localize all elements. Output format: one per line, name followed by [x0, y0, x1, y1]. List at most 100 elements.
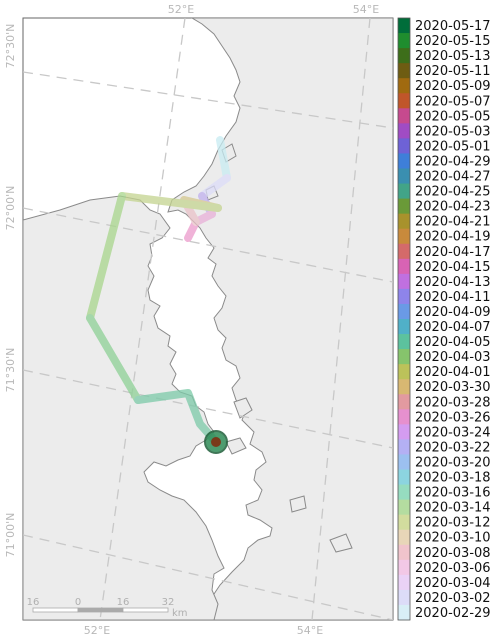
legend-label: 2020-04-05 [415, 335, 491, 350]
legend-label: 2020-03-06 [415, 561, 491, 576]
legend-label: 2020-04-29 [415, 154, 491, 169]
graticule [23, 18, 393, 620]
legend-label: 2020-03-12 [415, 516, 491, 531]
legend-swatch [398, 544, 410, 561]
legend-label: 2020-03-04 [415, 576, 491, 591]
legend-label: 2020-05-11 [415, 64, 491, 79]
legend-swatch [398, 33, 410, 49]
legend-label: 2020-04-21 [415, 215, 491, 230]
legend-label: 2020-03-10 [415, 531, 491, 546]
grat-label-left-7100: 71°00'N [4, 513, 17, 558]
legend-label: 2020-04-17 [415, 245, 491, 260]
legend-label: 2020-03-28 [415, 395, 491, 410]
legend-swatch [398, 514, 410, 531]
scale-tick-label: 16 [117, 597, 130, 608]
legend-swatch [398, 63, 410, 79]
grat-label-bottom-54e: 54°E [297, 624, 323, 637]
legend-swatch [398, 288, 410, 305]
legend-label: 2020-04-23 [415, 200, 491, 215]
grat-label-left-7130: 71°30'N [4, 348, 17, 393]
legend-label: 2020-05-15 [415, 34, 491, 49]
legend-swatch [398, 454, 410, 470]
legend-label: 2020-05-09 [415, 79, 491, 94]
legend-label: 2020-04-27 [415, 170, 491, 185]
scale-tick-label: 32 [162, 597, 175, 608]
legend-swatch [398, 168, 410, 185]
grat-label-bottom-52e: 52°E [84, 624, 110, 637]
legend-swatch [398, 334, 410, 350]
island-d [329, 533, 353, 553]
legend-swatch [398, 48, 410, 64]
legend-label: 2020-05-13 [415, 49, 491, 64]
track-segment [216, 136, 231, 182]
legend-swatch [398, 499, 410, 516]
legend-swatch [398, 153, 410, 169]
legend-swatch [398, 18, 410, 34]
legend-label: 2020-04-13 [415, 275, 491, 290]
legend-swatch [398, 574, 410, 591]
legend-label: 2020-04-03 [415, 350, 491, 365]
legend-label: 2020-03-22 [415, 440, 491, 455]
legend-swatch [398, 424, 410, 440]
legend-swatch [398, 93, 410, 109]
legend-label: 2020-03-18 [415, 471, 491, 486]
legend-label: 2020-04-25 [415, 185, 491, 200]
legend-swatch [398, 604, 410, 621]
legend-label: 2020-04-15 [415, 260, 491, 275]
legend-swatch [398, 484, 410, 501]
track-segment [134, 389, 220, 446]
end-location-dot [211, 437, 221, 447]
scale-tick-label: 0 [75, 597, 81, 608]
legend-swatch [398, 258, 410, 275]
legend-swatch [398, 198, 410, 215]
legend-label: 2020-03-20 [415, 455, 491, 470]
legend-label: 2020-04-19 [415, 230, 491, 245]
grat-label-top-54e: 54°E [353, 3, 379, 16]
track [86, 136, 231, 446]
island-b [225, 437, 247, 455]
legend-label: 2020-04-07 [415, 320, 491, 335]
legend-label: 2020-04-09 [415, 305, 491, 320]
legend-swatch [398, 469, 410, 486]
island-a [233, 397, 253, 419]
legend-swatch [398, 364, 410, 380]
grat-label-left-7200: 72°00'N [4, 186, 17, 231]
legend-swatch [398, 379, 410, 395]
legend-swatch [398, 409, 410, 425]
legend-swatch [398, 273, 410, 290]
legend-swatch [398, 303, 410, 320]
legend-label: 2020-05-01 [415, 139, 491, 154]
legend-swatch [398, 319, 410, 335]
legend-label: 2020-03-08 [415, 546, 491, 561]
legend-label: 2020-03-02 [415, 591, 491, 606]
legend-label: 2020-05-03 [415, 124, 491, 139]
track-segment [118, 192, 222, 212]
grat-label-top-52e: 52°E [168, 3, 194, 16]
legend-swatch [398, 439, 410, 455]
legend-label: 2020-03-14 [415, 501, 491, 516]
legend-swatch [398, 228, 410, 245]
legend-swatch [398, 183, 410, 200]
track-segment [86, 192, 126, 322]
legend-label: 2020-03-16 [415, 486, 491, 501]
legend-swatch [398, 108, 410, 124]
legend-label: 2020-04-01 [415, 365, 491, 380]
island-c [289, 495, 307, 513]
legend-label: 2020-02-29 [415, 606, 491, 621]
track-segment [86, 314, 142, 404]
legend-swatch [398, 123, 410, 139]
scale-bar: 16 0 16 32 km [27, 597, 188, 619]
legend-swatch [398, 243, 410, 260]
legend-label: 2020-03-24 [415, 425, 491, 440]
legend-label: 2020-05-05 [415, 109, 491, 124]
legend-label: 2020-05-07 [415, 94, 491, 109]
scale-tick-label: 16 [27, 597, 40, 608]
grat-label-left-7230: 72°30'N [4, 24, 17, 69]
legend-swatch [398, 138, 410, 154]
legend-label: 2020-04-11 [415, 290, 491, 305]
legend-frame [397, 17, 411, 621]
scale-unit: km [172, 608, 188, 619]
legend-swatch [398, 529, 410, 546]
date-legend: 2020-05-172020-05-152020-05-132020-05-11… [397, 17, 491, 621]
